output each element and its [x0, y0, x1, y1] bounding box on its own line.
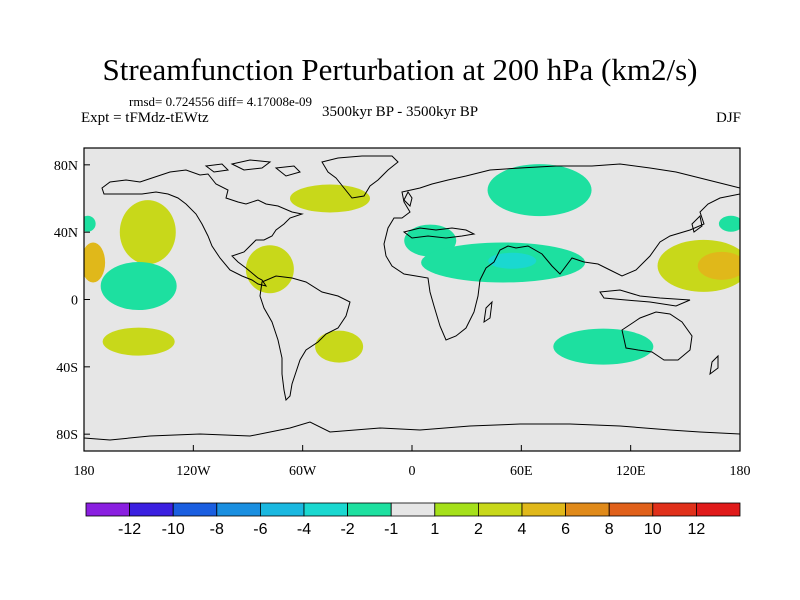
colorbar-label: 12 [688, 521, 706, 538]
coast-madagascar [483, 300, 493, 324]
colorbar-label: 4 [518, 521, 527, 538]
y-tick-label: 80N [54, 159, 78, 174]
anomaly-region [100, 262, 177, 311]
y-tick-label: 40N [54, 226, 78, 241]
x-tick-label: 120W [176, 464, 211, 479]
anomaly-region [404, 224, 457, 257]
colorbar-swatch [521, 502, 566, 517]
anomaly-region [315, 330, 364, 363]
coast-british-isles [403, 191, 413, 207]
x-tick-label: 60W [289, 464, 317, 479]
season-label: DJF [715, 110, 741, 126]
colorbar-label: 10 [644, 521, 662, 538]
anomaly-region [697, 251, 740, 280]
colorbar-label: 8 [605, 521, 614, 538]
colorbar-swatch [216, 502, 261, 517]
anomaly-region [245, 245, 294, 294]
colorbar-swatch [477, 502, 523, 517]
y-tick-label: 0 [71, 294, 78, 309]
anomaly-region [102, 327, 175, 356]
coast-north-america [101, 169, 304, 287]
colorbar-label: -10 [162, 521, 185, 538]
anomaly-field [84, 164, 740, 365]
colorbar-label: 6 [561, 521, 570, 538]
experiment-label: Expt = tFMdz-tEWtz [81, 110, 209, 126]
anomaly-region [553, 328, 654, 365]
coast-mediterranean [402, 227, 476, 239]
colorbar-swatch [565, 502, 610, 517]
coast-arctic-islands [204, 159, 301, 177]
stats-label: rmsd= 0.724556 diff= 4.17008e-09 [129, 94, 313, 109]
y-tick-label: 40S [56, 361, 78, 376]
anomaly-region [488, 252, 537, 269]
colorbar-label: -12 [118, 521, 141, 538]
period-label: 3500kyr BP - 3500kyr BP [321, 104, 479, 120]
colorbar-label: -2 [340, 521, 354, 538]
colorbar-label: 2 [474, 521, 483, 538]
colorbar-swatch [696, 502, 741, 517]
colorbar-swatch [347, 502, 392, 517]
colorbar-swatch [390, 502, 436, 517]
y-tick-label: 80S [56, 428, 78, 443]
axis-ticks: 180 120W 60W 0 60E 120E 180 80N 40N 0 40S 80S [54, 159, 751, 479]
chart-title: Streamfunction Perturbation at 200 hPa (… [102, 52, 698, 87]
anomaly-region [84, 242, 106, 283]
colorbar-label: -4 [297, 521, 311, 538]
coast-antarctica [84, 421, 740, 441]
colorbar-label: -1 [384, 521, 398, 538]
colorbar-swatch [259, 502, 305, 517]
coast-new-zealand [709, 354, 719, 376]
coast-greenland [321, 155, 399, 199]
coast-japan [691, 214, 703, 233]
colorbar-label: -6 [253, 521, 267, 538]
anomaly-region [487, 164, 592, 217]
coast-south-america [259, 275, 351, 402]
colorbar-swatch [85, 502, 130, 517]
anomaly-region [290, 184, 370, 213]
colorbar-swatch [129, 502, 174, 517]
colorbar-swatch [608, 502, 654, 517]
x-tick-label: 0 [409, 464, 416, 479]
anomaly-region [718, 215, 740, 232]
anomaly-region [119, 200, 176, 265]
coast-australia [621, 311, 693, 361]
colorbar-swatch [172, 502, 218, 517]
x-tick-label: 180 [730, 464, 751, 479]
coast-eurasia-africa [383, 163, 740, 341]
x-tick-label: 120E [616, 464, 646, 479]
colorbar: -12 -10 -8 -6 -4 -2 -1 1 2 4 6 8 10 12 [85, 502, 741, 538]
plot-background [84, 148, 740, 451]
colorbar-swatch [652, 502, 697, 517]
coast-indonesia [599, 289, 691, 307]
colorbar-label: -8 [210, 521, 224, 538]
colorbar-swatch [434, 502, 479, 517]
x-tick-label: 180 [74, 464, 95, 479]
coastlines [84, 155, 740, 441]
colorbar-label: 1 [430, 521, 439, 538]
colorbar-swatch [303, 502, 348, 517]
x-tick-label: 60E [510, 464, 533, 479]
anomaly-region [84, 215, 96, 232]
